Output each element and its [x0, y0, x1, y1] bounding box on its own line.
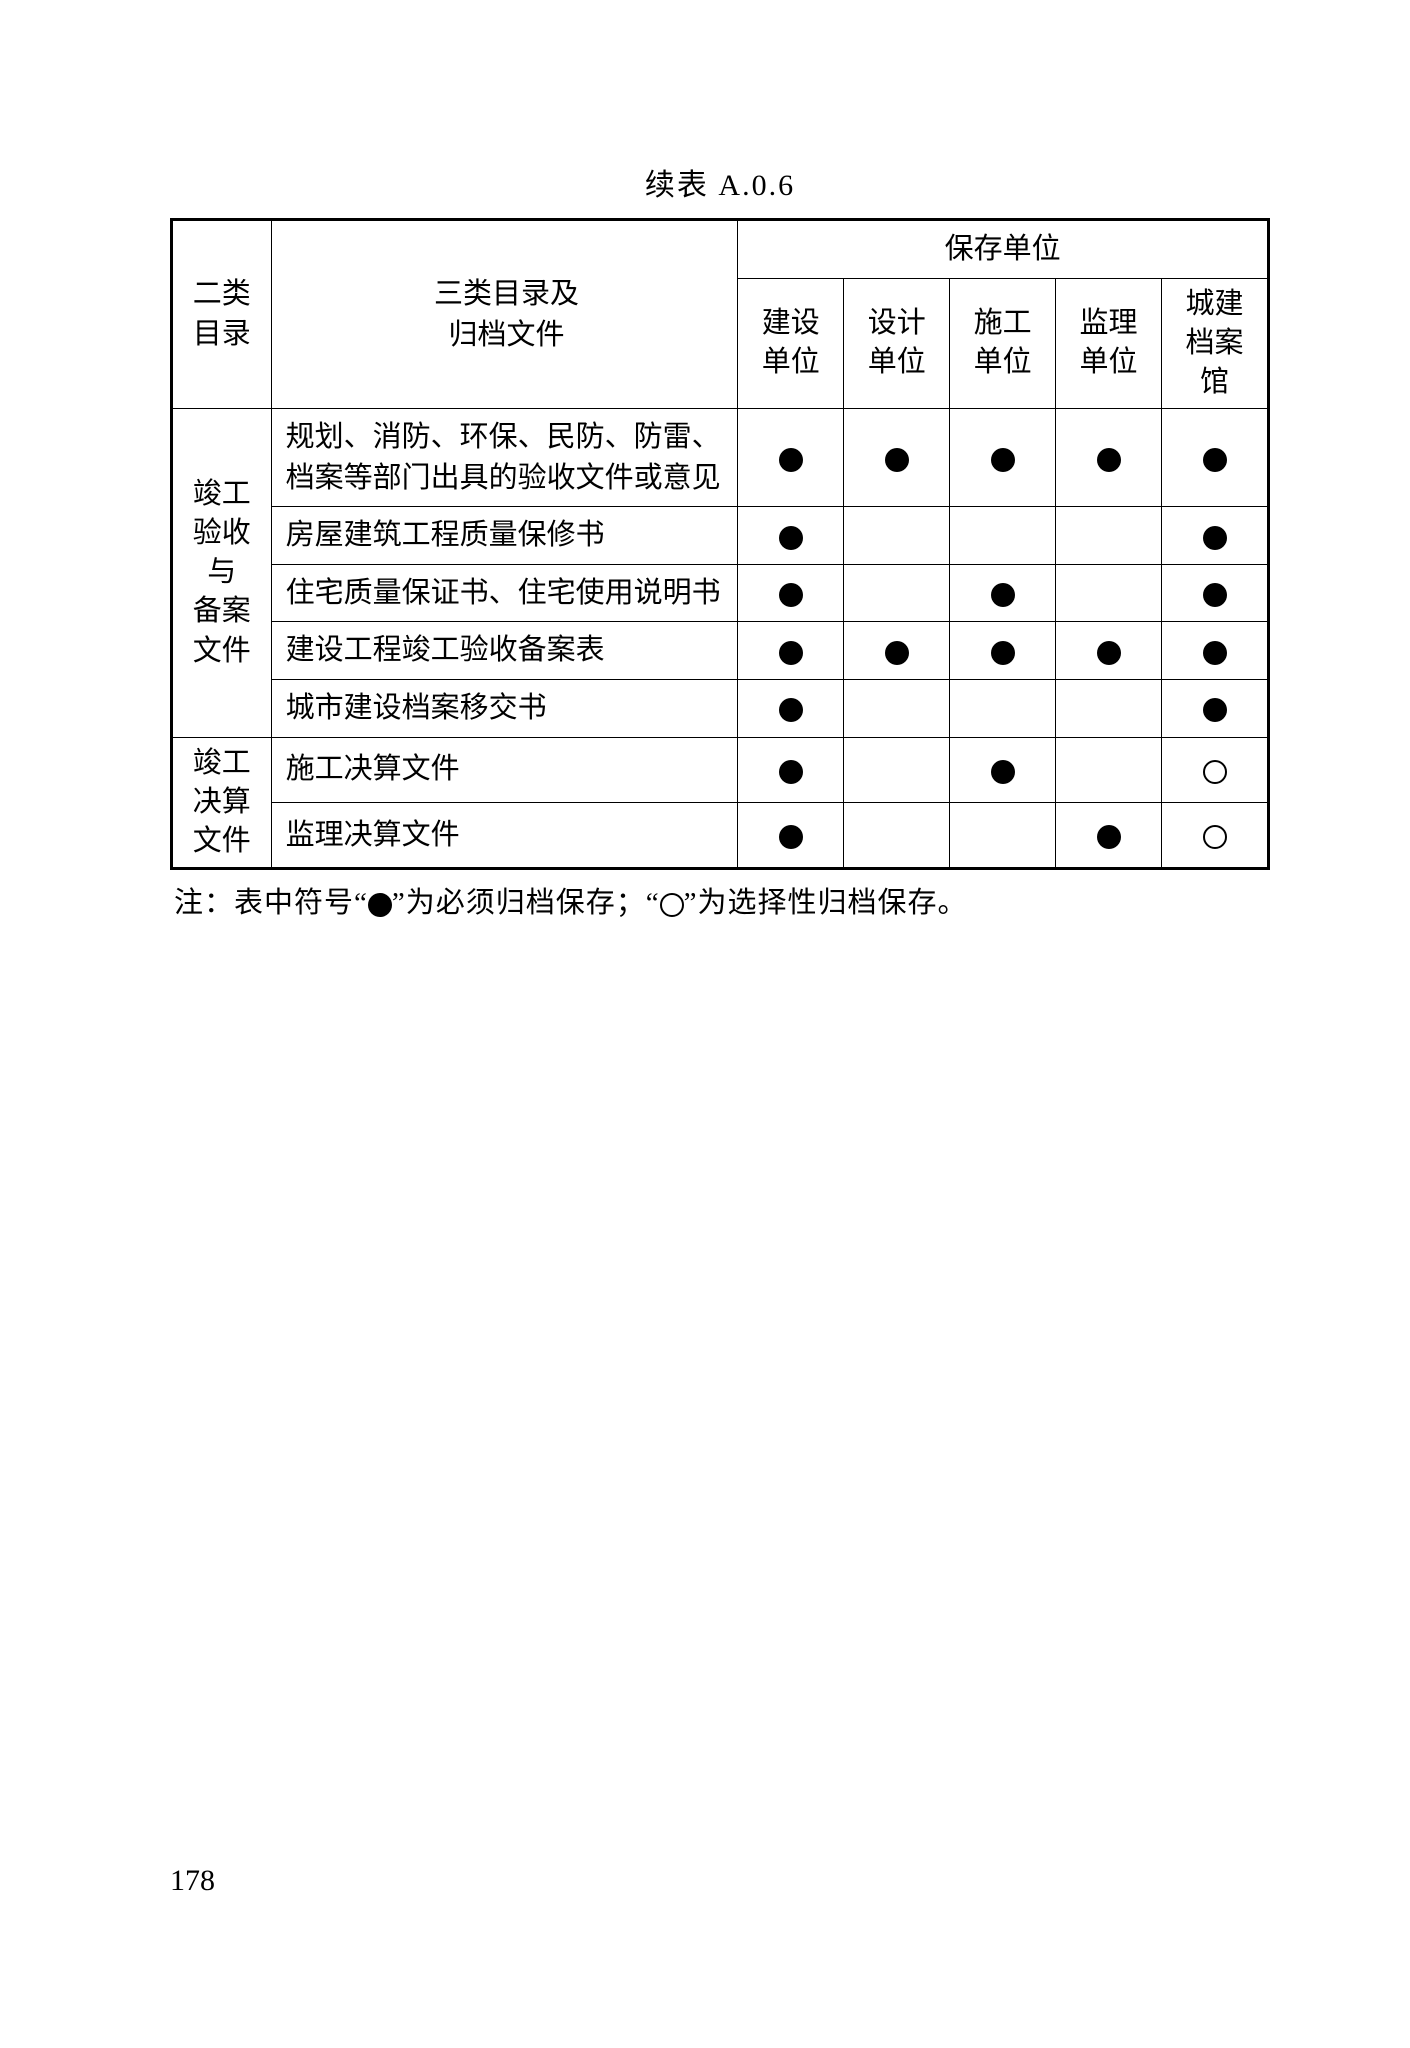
table-row: 城市建设档案移交书 — [172, 679, 1269, 737]
mark-cell — [950, 507, 1056, 565]
dot-icon — [1203, 698, 1227, 722]
table-note: 注：表中符号“ ”为必须归档保存；“ ”为选择性归档保存。 — [170, 882, 1270, 926]
archive-table: 二类目录 三类目录及 归档文件 保存单位 建设单位 设计单位 施工单位 监理单位… — [170, 218, 1270, 870]
mark-cell — [844, 507, 950, 565]
mark-cell — [950, 564, 1056, 622]
desc-cell: 房屋建筑工程质量保修书 — [271, 507, 738, 565]
header-unit-1: 设计单位 — [844, 278, 950, 408]
mark-cell — [738, 622, 844, 680]
desc-cell: 城市建设档案移交书 — [271, 679, 738, 737]
mark-cell — [950, 737, 1056, 802]
dot-icon — [991, 583, 1015, 607]
dot-icon — [1203, 583, 1227, 607]
dot-icon — [779, 641, 803, 665]
mark-cell — [950, 802, 1056, 868]
header-cat2-l2: 归档文件 — [448, 319, 564, 351]
desc-cell: 住宅质量保证书、住宅使用说明书 — [271, 564, 738, 622]
header-unit-3: 监理单位 — [1056, 278, 1162, 408]
cat1-cell: 竣工决算文件 — [172, 737, 272, 868]
header-unit-2: 施工单位 — [950, 278, 1056, 408]
mark-cell — [1056, 802, 1162, 868]
mark-cell — [844, 622, 950, 680]
table-row: 建设工程竣工验收备案表 — [172, 622, 1269, 680]
mark-cell — [738, 409, 844, 507]
mark-cell — [950, 679, 1056, 737]
dot-icon — [1203, 448, 1227, 472]
mark-cell — [1162, 507, 1269, 565]
table-row: 竣工决算文件施工决算文件 — [172, 737, 1269, 802]
dot-icon — [779, 760, 803, 784]
table-row: 住宅质量保证书、住宅使用说明书 — [172, 564, 1269, 622]
header-unit-4: 城建档案馆 — [1162, 278, 1269, 408]
dot-icon — [885, 448, 909, 472]
mark-cell — [1056, 409, 1162, 507]
mark-cell — [1056, 622, 1162, 680]
note-mid2: ”为选择性归档保存。 — [684, 887, 968, 919]
dot-icon — [779, 825, 803, 849]
table-title: 续表 A.0.6 — [170, 160, 1270, 204]
cat1-cell: 竣工验收与备案文件 — [172, 409, 272, 738]
desc-cell: 规划、消防、环保、民防、防雷、档案等部门出具的验收文件或意见 — [271, 409, 738, 507]
desc-cell: 建设工程竣工验收备案表 — [271, 622, 738, 680]
page-number: 178 — [170, 1864, 215, 1898]
dot-icon — [779, 698, 803, 722]
dot-icon — [1203, 526, 1227, 550]
mark-cell — [844, 564, 950, 622]
mark-cell — [950, 409, 1056, 507]
mark-cell — [1162, 564, 1269, 622]
mark-cell — [1056, 679, 1162, 737]
desc-cell: 施工决算文件 — [271, 737, 738, 802]
circle-icon — [1203, 760, 1227, 784]
header-storage-group: 保存单位 — [738, 220, 1269, 279]
dot-icon — [885, 641, 909, 665]
dot-icon — [779, 448, 803, 472]
header-cat1: 二类目录 — [172, 220, 272, 409]
dot-icon — [991, 448, 1015, 472]
mark-cell — [950, 622, 1056, 680]
mark-cell — [1162, 737, 1269, 802]
mark-cell — [1056, 564, 1162, 622]
dot-icon — [1097, 448, 1121, 472]
mark-cell — [844, 737, 950, 802]
mark-cell — [844, 409, 950, 507]
mark-cell — [1162, 802, 1269, 868]
table-row: 监理决算文件 — [172, 802, 1269, 868]
mark-cell — [738, 507, 844, 565]
dot-icon — [991, 760, 1015, 784]
dot-icon — [1097, 641, 1121, 665]
table-row: 竣工验收与备案文件规划、消防、环保、民防、防雷、档案等部门出具的验收文件或意见 — [172, 409, 1269, 507]
header-unit-0: 建设单位 — [738, 278, 844, 408]
mark-cell — [1162, 679, 1269, 737]
note-prefix: 注：表中符号“ — [174, 887, 368, 919]
mark-cell — [1162, 622, 1269, 680]
dot-icon — [991, 641, 1015, 665]
mark-cell — [738, 679, 844, 737]
mark-cell — [1056, 507, 1162, 565]
mark-cell — [738, 737, 844, 802]
mark-cell — [738, 802, 844, 868]
header-cat2-l1: 三类目录及 — [434, 278, 579, 310]
mark-cell — [844, 802, 950, 868]
table-row: 房屋建筑工程质量保修书 — [172, 507, 1269, 565]
mark-cell — [844, 679, 950, 737]
dot-icon — [779, 526, 803, 550]
circle-icon — [1203, 825, 1227, 849]
dot-icon — [368, 893, 392, 917]
mark-cell — [738, 564, 844, 622]
dot-icon — [779, 583, 803, 607]
dot-icon — [1097, 825, 1121, 849]
mark-cell — [1056, 737, 1162, 802]
desc-cell: 监理决算文件 — [271, 802, 738, 868]
mark-cell — [1162, 409, 1269, 507]
header-cat2: 三类目录及 归档文件 — [271, 220, 738, 409]
note-mid1: ”为必须归档保存；“ — [392, 887, 660, 919]
dot-icon — [1203, 641, 1227, 665]
circle-icon — [660, 893, 684, 917]
